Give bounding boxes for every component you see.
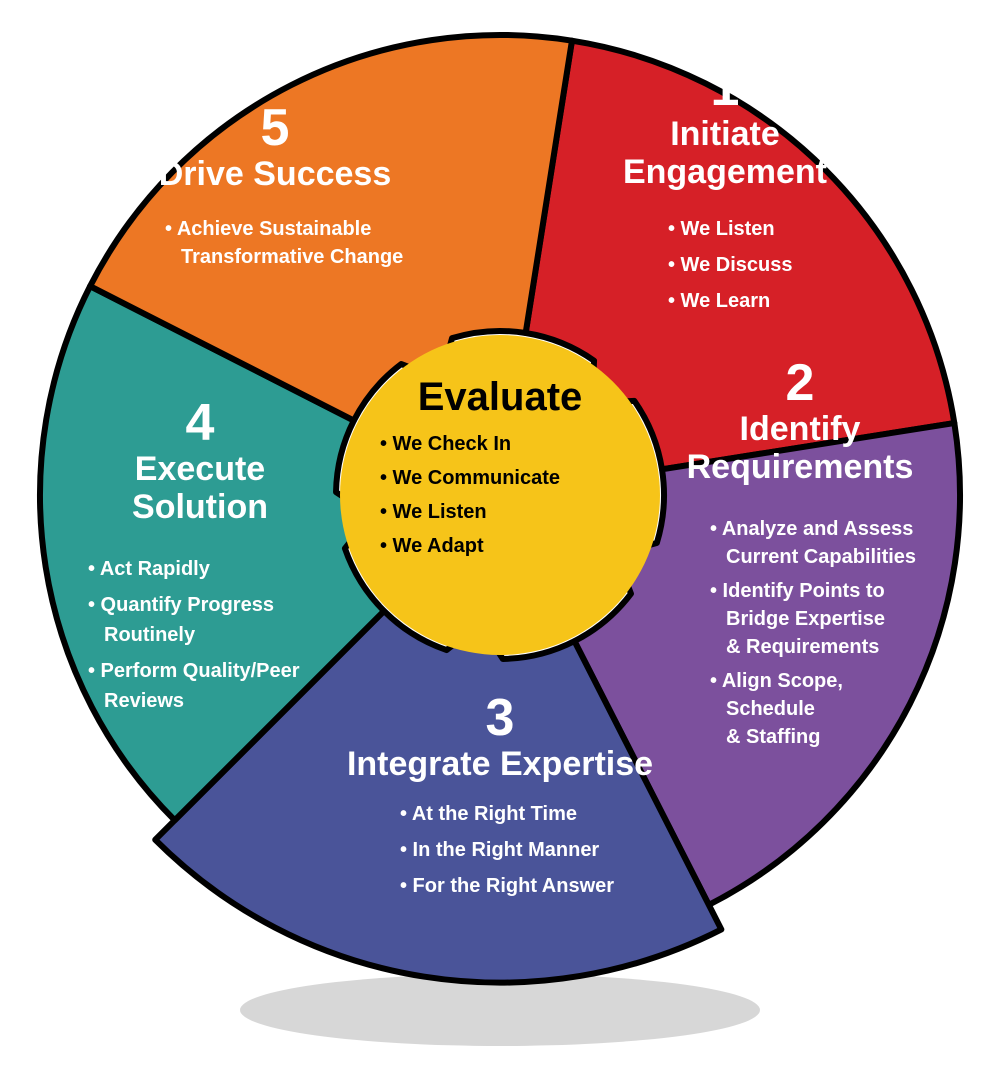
segment-2-number: 2 [786, 354, 815, 412]
segment-2-bullet: Bridge Expertise [726, 608, 885, 630]
segment-2-bullet: & Staffing [726, 726, 820, 748]
segment-4-title: Execute [135, 450, 265, 488]
process-wheel-diagram: Evaluate • We Check In • We Communicate • W… [0, 0, 1000, 1072]
center-bullet: • We Check In [380, 433, 511, 455]
segment-2-bullet: • Identify Points to [710, 580, 885, 602]
segment-5-bullet: Transformative Change [181, 246, 403, 268]
segment-4-bullet: • Perform Quality/Peer [88, 660, 300, 682]
segment-3-bullet: • At the Right Time [400, 803, 577, 825]
segment-3-title: Integrate Expertise [347, 745, 653, 783]
segment-4-title: Solution [132, 488, 268, 526]
segment-4-bullet: Routinely [104, 624, 196, 646]
segment-2-bullet: Current Capabilities [726, 546, 916, 568]
segment-5-number: 5 [261, 99, 290, 157]
segment-1-bullet: • We Discuss [668, 254, 792, 276]
center-title: Evaluate [418, 375, 583, 419]
segment-5-bullet: • Achieve Sustainable [165, 218, 371, 240]
segment-4-bullet: • Act Rapidly [88, 558, 211, 580]
segment-1-title: Initiate [670, 115, 780, 153]
segment-4-bullet: • Quantify Progress [88, 594, 274, 616]
segment-5-title: Drive Success [159, 155, 392, 193]
segment-1-bullet: • We Learn [668, 290, 770, 312]
segment-2-bullet: Schedule [726, 698, 815, 720]
center-bullet: • We Communicate [380, 467, 560, 489]
segment-3-bullet: • For the Right Answer [400, 875, 614, 897]
segment-2-bullet: & Requirements [726, 636, 879, 658]
segment-1-bullet: • We Listen [668, 218, 775, 240]
segment-1-title: Engagement [623, 153, 827, 191]
center-bullet: • We Listen [380, 501, 487, 523]
segment-4-bullet: Reviews [104, 690, 184, 712]
segment-3-bullet: • In the Right Manner [400, 839, 599, 861]
segment-4-number: 4 [186, 394, 215, 452]
segment-2-bullet: • Align Scope, [710, 670, 843, 692]
segment-1-number: 1 [711, 59, 740, 117]
segment-3-number: 3 [486, 689, 515, 747]
center-bullet: • We Adapt [380, 535, 484, 557]
segment-2-bullet: • Analyze and Assess [710, 518, 913, 540]
segment-2-title: Requirements [687, 448, 914, 486]
segment-2-title: Identify [740, 410, 861, 448]
